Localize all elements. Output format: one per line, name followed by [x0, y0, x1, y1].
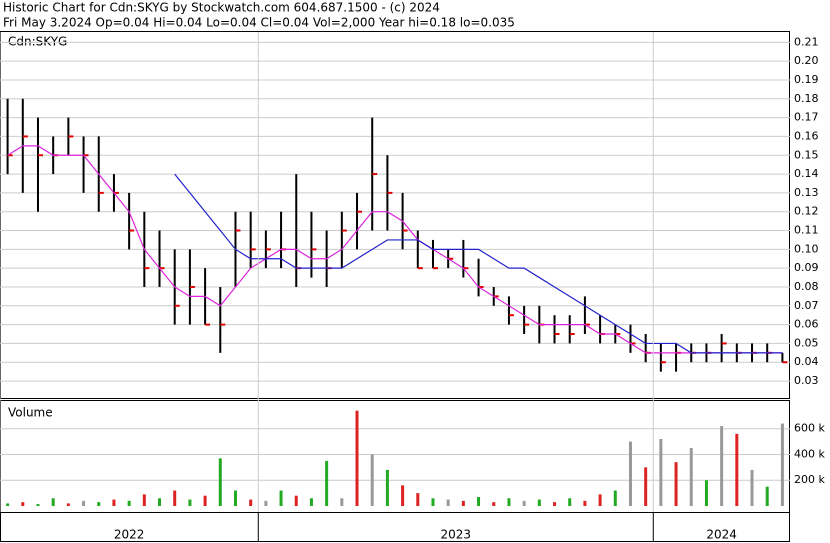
- volume-bar: [507, 498, 511, 506]
- volume-bar: [36, 504, 40, 506]
- volume-bar: [142, 494, 146, 506]
- volume-bar: [264, 500, 268, 506]
- volume-bar: [279, 490, 283, 506]
- volume-bar: [340, 498, 344, 506]
- volume-bar: [568, 498, 572, 506]
- y-tick-label: 0.14: [794, 167, 819, 180]
- y-tick-label: 0.13: [794, 186, 819, 199]
- panel-title: Volume: [8, 406, 53, 420]
- volume-bar: [689, 448, 693, 506]
- y-tick-label: 0.10: [794, 242, 819, 255]
- y-tick-label: 0.08: [794, 280, 819, 293]
- volume-bar: [720, 426, 724, 506]
- volume-bar: [203, 495, 207, 506]
- y-tick-label: 0.06: [794, 318, 819, 331]
- volume-bar: [780, 423, 784, 506]
- volume-bar: [522, 500, 526, 506]
- volume-bar: [628, 441, 632, 506]
- volume-bar: [294, 495, 298, 506]
- volume-bar: [66, 503, 70, 506]
- y-tick-label: 0.12: [794, 205, 819, 218]
- y-tick-label: 0.17: [794, 111, 819, 124]
- volume-bar: [416, 493, 420, 506]
- volume-bar: [82, 500, 86, 506]
- volume-bar: [158, 498, 162, 506]
- x-tick-label: 2023: [440, 528, 471, 542]
- volume-bar: [309, 498, 313, 506]
- volume-bar: [644, 467, 648, 506]
- x-tick-label: 2022: [114, 528, 145, 542]
- volume-bar: [659, 439, 663, 506]
- y-tick-label: 0.07: [794, 299, 819, 312]
- volume-bar: [127, 500, 131, 506]
- volume-bar: [674, 462, 678, 506]
- volume-bar: [431, 498, 435, 506]
- volume-bar: [765, 486, 769, 506]
- volume-bar: [735, 433, 739, 506]
- y-tick-label: 0.09: [794, 261, 819, 274]
- y-tick-label: 0.16: [794, 129, 819, 142]
- y-tick-label: 0.15: [794, 148, 819, 161]
- volume-bar: [492, 502, 496, 506]
- header-line2: Fri May 3.2024 Op=0.04 Hi=0.04 Lo=0.04 C…: [3, 16, 515, 30]
- volume-bar: [537, 499, 541, 506]
- volume-bar: [325, 460, 329, 506]
- volume-bar: [477, 496, 481, 506]
- volume-bar: [233, 490, 237, 506]
- volume-bar: [583, 500, 587, 506]
- volume-bar: [598, 494, 602, 506]
- volume-bar: [401, 485, 405, 506]
- volume-bar: [355, 410, 359, 506]
- moving-average: [174, 173, 783, 354]
- y-tick-label: 0.18: [794, 92, 819, 105]
- y-tick-label: 600 k: [794, 422, 825, 435]
- volume-bar: [553, 502, 557, 506]
- y-tick-label: 0.19: [794, 73, 819, 86]
- y-tick-label: 0.20: [794, 54, 819, 67]
- volume-bar: [750, 469, 754, 506]
- volume-bar: [112, 499, 116, 506]
- volume-bar: [51, 498, 55, 506]
- volume-bar: [385, 469, 389, 506]
- y-tick-label: 0.05: [794, 336, 819, 349]
- volume-bar: [21, 502, 25, 506]
- volume-bar: [6, 503, 10, 506]
- y-tick-label: 200 k: [794, 473, 825, 486]
- volume-bar: [188, 499, 192, 506]
- volume-bar: [613, 490, 617, 506]
- header-line1: Historic Chart for Cdn:SKYG by Stockwatc…: [3, 1, 440, 15]
- volume-bar: [173, 490, 177, 506]
- volume-bar: [461, 500, 465, 506]
- volume-bar: [97, 502, 101, 506]
- y-tick-label: 0.04: [794, 355, 819, 368]
- volume-bar: [218, 458, 222, 506]
- panel-title: Cdn:SKYG: [8, 35, 67, 49]
- volume-bar: [704, 480, 708, 506]
- volume-bar: [370, 454, 374, 506]
- x-tick-label: 2024: [706, 528, 737, 542]
- volume-bar: [249, 499, 253, 506]
- y-tick-label: 400 k: [794, 447, 825, 460]
- y-tick-label: 0.21: [794, 35, 819, 48]
- volume-bar: [446, 499, 450, 506]
- y-tick-label: 0.11: [794, 224, 819, 237]
- y-tick-label: 0.03: [794, 374, 819, 387]
